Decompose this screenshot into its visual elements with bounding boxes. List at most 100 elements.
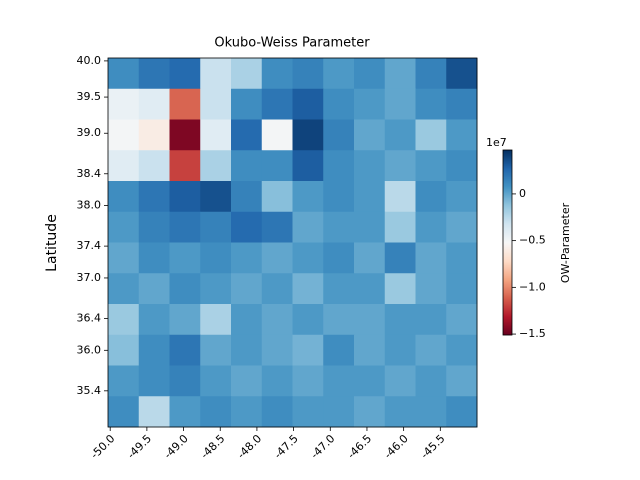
heatmap-cell (354, 304, 386, 336)
heatmap-cell (354, 119, 386, 151)
colorbar-swatch (503, 296, 512, 298)
heatmap-cell (323, 365, 355, 397)
colorbar-swatch (503, 155, 512, 157)
heatmap-cell (169, 365, 201, 397)
colorbar-swatch (503, 179, 512, 181)
heatmap-cell (354, 58, 386, 90)
heatmap-cell (261, 211, 293, 243)
heatmap-cell (108, 119, 140, 151)
colorbar-tick-label: 0 (519, 187, 526, 200)
colorbar-swatch (503, 321, 512, 323)
colorbar-swatch (503, 172, 512, 174)
heatmap-cell (200, 304, 232, 336)
colorbar-swatch (503, 318, 512, 320)
colorbar-swatch (503, 195, 512, 197)
heatmap-cell (384, 396, 416, 428)
heatmap-cell (384, 58, 416, 90)
colorbar-swatch (503, 237, 512, 239)
heatmap-cell (384, 88, 416, 120)
colorbar-swatch (503, 166, 512, 168)
heatmap-cell (292, 334, 324, 366)
heatmap-cell (108, 334, 140, 366)
colorbar-swatch (503, 174, 512, 176)
x-tick-label: -47.0 (308, 432, 337, 461)
heatmap-cell (138, 273, 170, 305)
colorbar-swatch (503, 200, 512, 202)
heatmap-cell (354, 211, 386, 243)
heatmap-cell (323, 211, 355, 243)
colorbar-swatch (503, 217, 512, 219)
colorbar-swatch (503, 332, 512, 334)
heatmap-cell (200, 58, 232, 90)
colorbar-swatch (503, 268, 512, 270)
heatmap-cell (200, 273, 232, 305)
colorbar-swatch (503, 284, 512, 286)
heatmap-cell (261, 150, 293, 182)
colorbar-swatch (503, 214, 512, 216)
colorbar-swatch (503, 288, 512, 290)
heatmap-cell (384, 365, 416, 397)
heatmap-cell (354, 242, 386, 274)
colorbar-swatch (503, 216, 512, 218)
colorbar-swatch (503, 275, 512, 277)
colorbar-swatch (503, 242, 512, 244)
colorbar-swatch (503, 247, 512, 249)
colorbar-swatch (503, 181, 512, 183)
colorbar-swatch (503, 189, 512, 191)
colorbar-swatch (503, 266, 512, 268)
colorbar-swatch (503, 283, 512, 285)
heatmap-cell (415, 181, 447, 213)
colorbar-swatch (503, 272, 512, 274)
x-tick-label: -48.0 (235, 432, 264, 461)
colorbar-swatch (503, 326, 512, 328)
heatmap-cell (292, 150, 324, 182)
heatmap-cell (323, 396, 355, 428)
colorbar-swatch (503, 276, 512, 278)
colorbar-swatch (503, 309, 512, 311)
colorbar-swatch (503, 173, 512, 175)
heatmap-cell (261, 88, 293, 120)
colorbar-swatch (503, 219, 512, 221)
x-tick-label: -49.5 (125, 432, 154, 461)
x-tick-label: -50.0 (88, 432, 117, 461)
colorbar-swatch (503, 313, 512, 315)
heatmap-cell (261, 396, 293, 428)
heatmap-cell (108, 242, 140, 274)
heatmap-cell (169, 119, 201, 151)
colorbar-swatch (503, 188, 512, 190)
colorbar-swatch (503, 222, 512, 224)
colorbar-swatch (503, 239, 512, 241)
colorbar-swatch (503, 244, 512, 246)
colorbar-swatch (503, 289, 512, 291)
heatmap-cell (415, 211, 447, 243)
heatmap-cell (169, 58, 201, 90)
colorbar-swatch (503, 325, 512, 327)
heatmap-cell (200, 396, 232, 428)
heatmap-cell (415, 242, 447, 274)
colorbar-swatch (503, 302, 512, 304)
heatmap-cell (323, 273, 355, 305)
heatmap-cell (415, 365, 447, 397)
colorbar-swatch (503, 162, 512, 164)
colorbar-swatch (503, 281, 512, 283)
heatmap-cell (415, 88, 447, 120)
colorbar-swatch (503, 269, 512, 271)
colorbar-swatch (503, 203, 512, 205)
colorbar-swatch (503, 232, 512, 234)
heatmap-cell (108, 150, 140, 182)
heatmap-cell (200, 181, 232, 213)
colorbar-swatch (503, 294, 512, 296)
colorbar-swatch (503, 185, 512, 187)
heatmap-cell (354, 365, 386, 397)
colorbar-swatch (503, 231, 512, 233)
colorbar-swatch (503, 228, 512, 230)
colorbar-swatch (503, 250, 512, 252)
colorbar-swatch (503, 297, 512, 299)
colorbar-swatch (503, 156, 512, 158)
colorbar-swatch (503, 184, 512, 186)
y-tick-label: 38.0 (77, 199, 102, 212)
y-tick-label: 36.0 (77, 343, 102, 356)
heatmap-cell (384, 242, 416, 274)
colorbar-swatch (503, 316, 512, 318)
heatmap-cell (138, 88, 170, 120)
